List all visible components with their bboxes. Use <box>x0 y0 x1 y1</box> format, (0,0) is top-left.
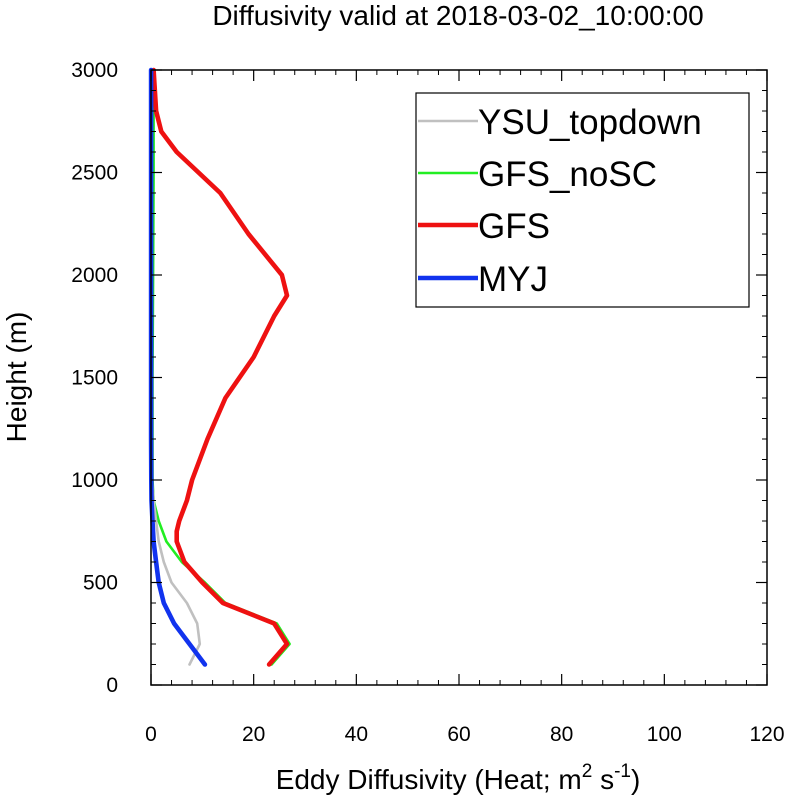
y-tick-label: 2500 <box>71 162 118 185</box>
y-tick-label: 3000 <box>71 59 118 82</box>
x-tick-label: 60 <box>447 723 470 746</box>
y-tick-label: 1500 <box>71 367 118 390</box>
legend-label-ysu-topdown: YSU_topdown <box>478 103 702 142</box>
x-axis-title-sup1: 2 <box>582 761 593 782</box>
chart-title: Diffusivity valid at 2018-03-02_10:00:00 <box>212 0 703 31</box>
x-tick-label: 20 <box>242 723 265 746</box>
series-line-gfs <box>151 67 290 667</box>
legend: YSU_topdown GFS_noSC GFS MYJ <box>415 92 750 308</box>
x-axis-title: Eddy Diffusivity (Heat; m2 s-1) <box>276 761 641 795</box>
x-tick-label: 40 <box>345 723 368 746</box>
x-tick-label: 120 <box>749 723 784 746</box>
plot-content <box>148 67 291 667</box>
y-axis-title: Height (m) <box>1 312 32 443</box>
y-tick-label: 500 <box>83 572 118 595</box>
x-axis-title-mid: s <box>592 764 614 795</box>
x-tick-label: 0 <box>145 723 157 746</box>
x-axis-title-sup2: -1 <box>614 761 631 782</box>
legend-label-gfs: GFS <box>478 207 550 246</box>
legend-box <box>415 92 750 308</box>
y-tick-label: 2000 <box>71 264 118 287</box>
legend-label-myj: MYJ <box>478 260 548 299</box>
x-tick-label: 100 <box>647 723 682 746</box>
y-tick-label: 1000 <box>71 469 118 492</box>
x-axis-title-main: Eddy Diffusivity (Heat; m <box>276 764 582 795</box>
legend-label-gfs-nosc: GFS_noSC <box>478 155 657 194</box>
y-tick-label: 0 <box>106 674 118 697</box>
x-axis-title-end: ) <box>631 764 640 795</box>
x-tick-label: 80 <box>550 723 573 746</box>
series-line-gfs-nosc <box>151 68 291 666</box>
plot-frame <box>150 69 768 686</box>
